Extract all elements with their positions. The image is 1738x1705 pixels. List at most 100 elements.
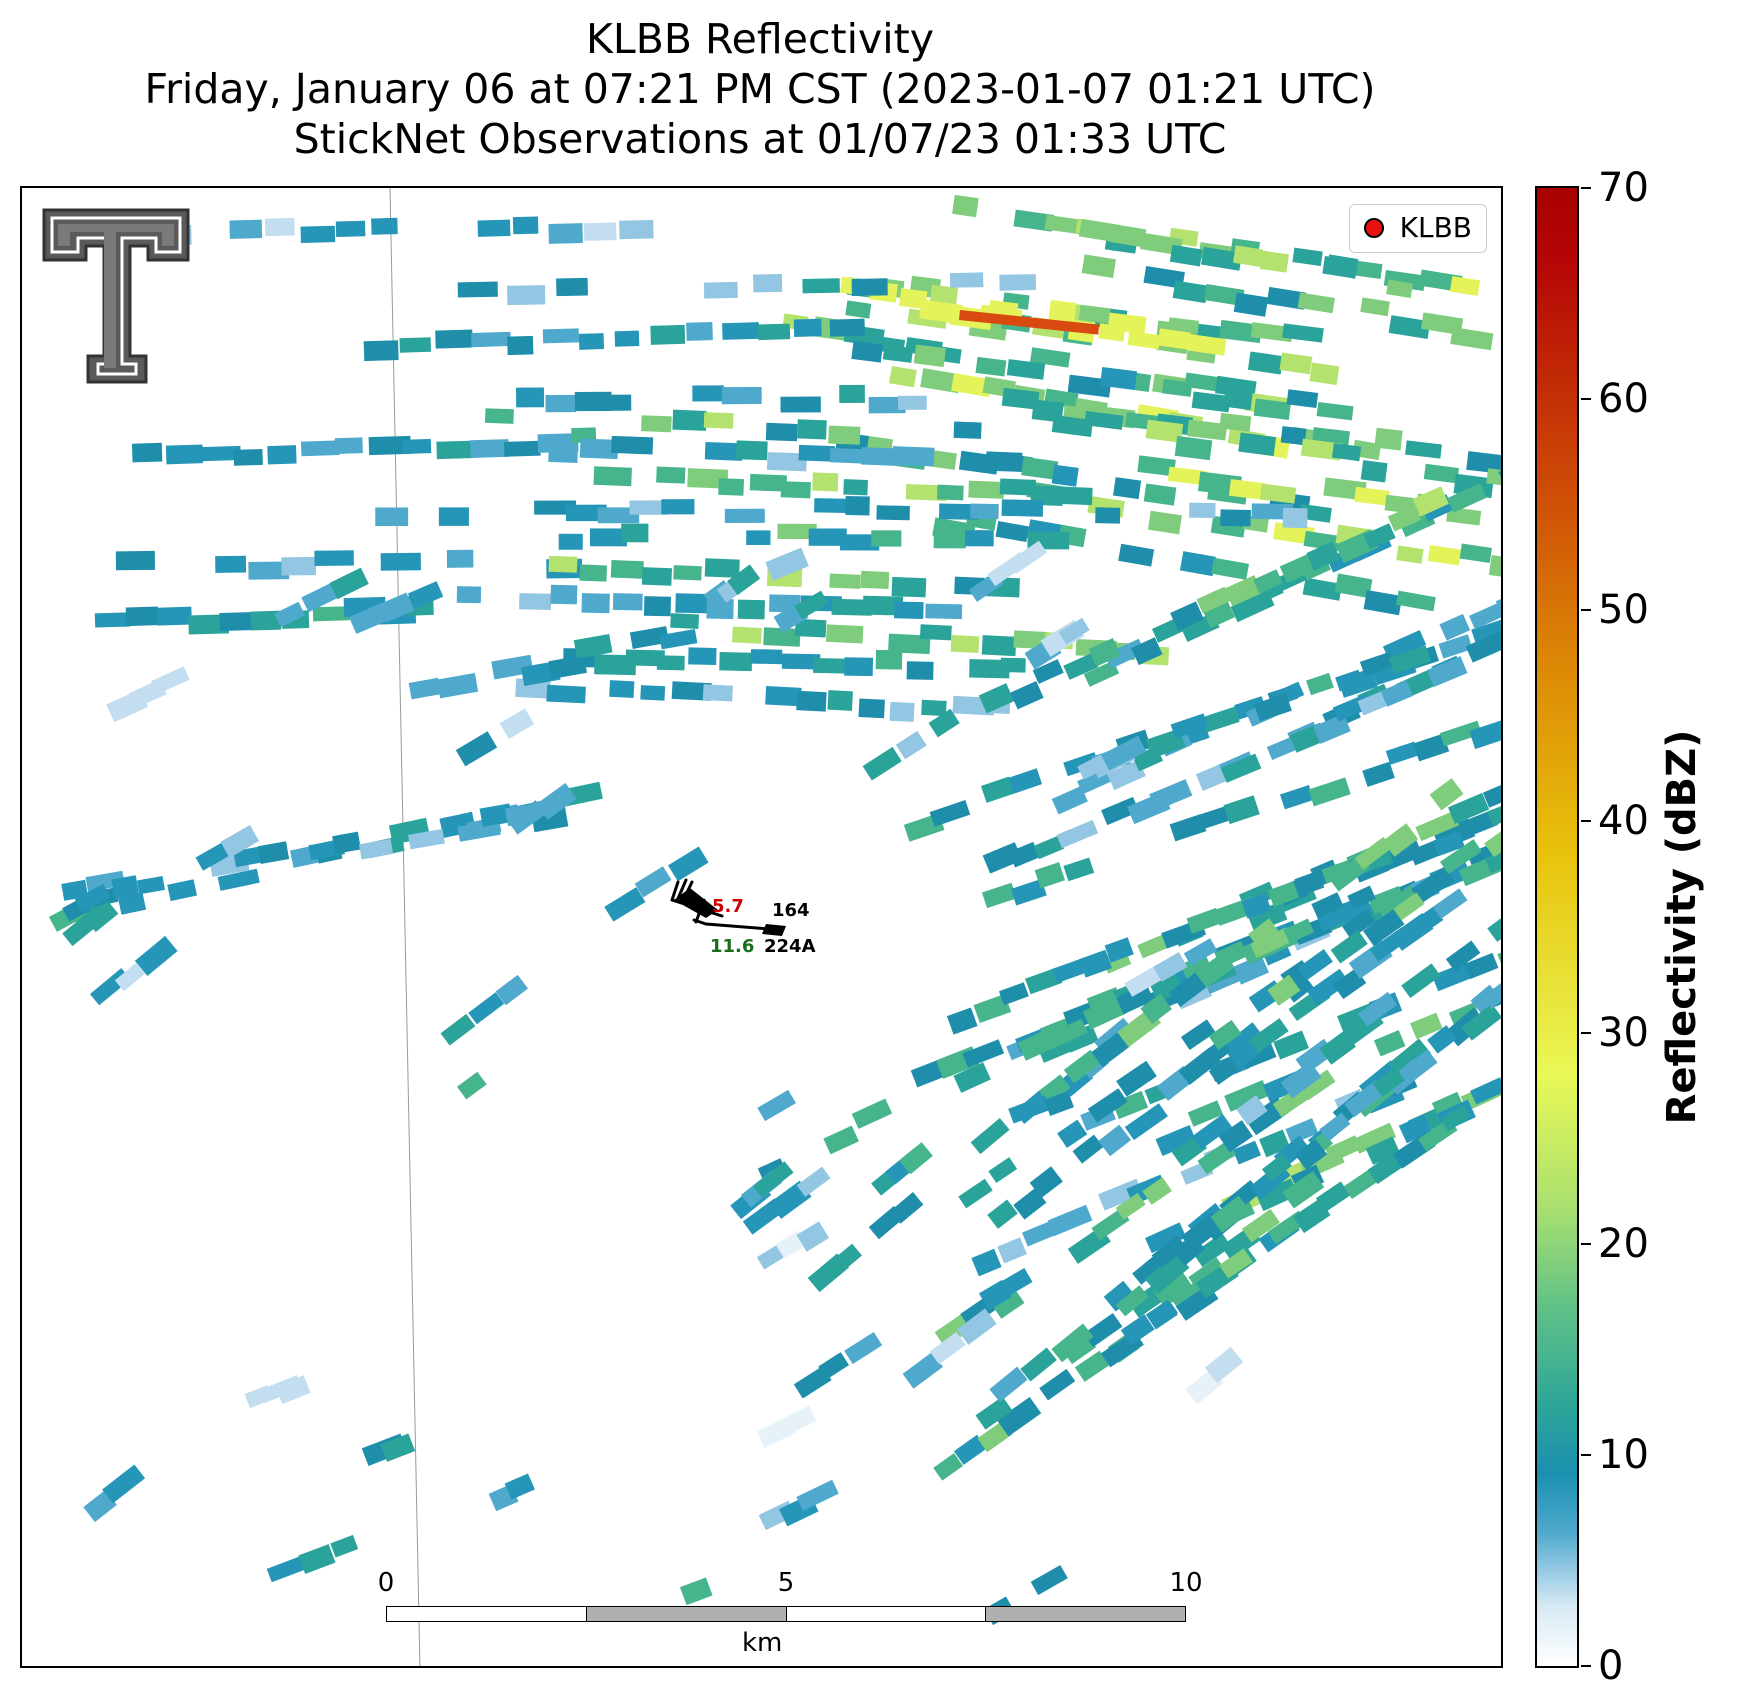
reflectivity-band — [814, 495, 1308, 529]
reflectivity-band — [871, 1142, 933, 1196]
reflectivity-gate — [798, 444, 836, 462]
reflectivity-gate — [1181, 1212, 1225, 1252]
reflectivity-gate — [1137, 455, 1176, 477]
reflectivity-gate — [1426, 656, 1468, 688]
reflectivity-gate — [1008, 841, 1040, 868]
reflectivity-gate — [997, 1237, 1027, 1264]
reflectivity-gate — [1170, 713, 1209, 739]
reflectivity-gate — [1038, 1074, 1071, 1105]
reflectivity-gate — [298, 1544, 336, 1574]
reflectivity-gate — [936, 484, 964, 501]
reflectivity-band — [48, 883, 111, 932]
station-164-id: 164 — [772, 900, 810, 921]
reflectivity-gate — [1112, 1090, 1149, 1120]
reflectivity-gate — [756, 1416, 797, 1448]
reflectivity-gate — [952, 194, 979, 218]
reflectivity-gate — [1412, 486, 1449, 517]
reflectivity-gate — [558, 533, 583, 550]
reflectivity-gate — [1354, 486, 1390, 506]
reflectivity-gate — [1315, 1181, 1351, 1213]
reflectivity-gate — [199, 445, 241, 462]
reflectivity-gate — [1380, 680, 1413, 707]
reflectivity-gate — [765, 422, 798, 442]
reflectivity-band — [1024, 617, 1090, 670]
reflectivity-band — [456, 1071, 487, 1100]
reflectivity-gate — [1374, 427, 1403, 451]
reflectivity-gate — [1013, 1188, 1047, 1220]
reflectivity-gate — [891, 576, 927, 598]
reflectivity-gate — [1396, 545, 1424, 564]
reflectivity-gate — [925, 603, 963, 620]
reflectivity-gate — [1447, 792, 1490, 824]
reflectivity-gate — [1056, 819, 1099, 849]
reflectivity-gate — [1161, 378, 1193, 397]
reflectivity-gate — [1172, 280, 1209, 304]
reflectivity-gate — [499, 708, 535, 740]
reflectivity-gate — [1413, 733, 1450, 762]
reflectivity-gate — [1484, 821, 1501, 858]
scale-unit-label: km — [742, 1628, 783, 1658]
reflectivity-gate — [687, 468, 729, 489]
reflectivity-gate — [1145, 1299, 1178, 1330]
reflectivity-gate — [797, 419, 827, 440]
reflectivity-gate — [438, 507, 469, 526]
reflectivity-gate — [1266, 286, 1307, 310]
reflectivity-gate — [1179, 551, 1216, 577]
reflectivity-gate — [1233, 954, 1269, 985]
reflectivity-gate — [1286, 389, 1319, 409]
reflectivity-gate — [1248, 918, 1279, 947]
reflectivity-gate — [899, 288, 928, 310]
reflectivity-gate — [1063, 1049, 1101, 1084]
reflectivity-gate — [1052, 1018, 1088, 1046]
county-boundary-line — [389, 188, 421, 1666]
reflectivity-gate — [102, 1464, 146, 1504]
reflectivity-gate — [752, 1161, 794, 1198]
reflectivity-gate — [673, 565, 702, 581]
reflectivity-gate — [436, 440, 475, 460]
reflectivity-gate — [949, 272, 984, 288]
reflectivity-gate — [1423, 463, 1460, 484]
reflectivity-gate — [763, 627, 801, 647]
reflectivity-gate — [1208, 1019, 1242, 1051]
reflectivity-gate — [1058, 617, 1090, 645]
reflectivity-gate — [827, 690, 853, 711]
reflectivity-gate — [812, 472, 839, 492]
reflectivity-band — [507, 782, 577, 835]
reflectivity-gate — [597, 507, 640, 524]
reflectivity-gate — [1169, 244, 1203, 267]
reflectivity-gate — [1180, 953, 1213, 982]
reflectivity-gate — [808, 528, 847, 546]
reflectivity-gate — [1253, 398, 1291, 421]
reflectivity-gate — [619, 219, 654, 240]
radar-map-panel[interactable]: KLBB 5.7 164 11.6 224A 0 5 10 — [20, 186, 1503, 1668]
reflectivity-gate — [987, 1199, 1018, 1229]
reflectivity-gate — [1387, 504, 1422, 532]
reflectivity-band — [62, 900, 119, 947]
reflectivity-gate — [1386, 279, 1414, 299]
reflectivity-gate — [1360, 460, 1388, 483]
reflectivity-band — [115, 549, 583, 580]
station-224a-temp: 11.6 — [710, 936, 755, 957]
reflectivity-gate — [408, 677, 442, 700]
reflectivity-gate — [625, 649, 665, 667]
reflectivity-gate — [1103, 1280, 1136, 1312]
reflectivity-gate — [1261, 1153, 1292, 1182]
reflectivity-gate — [1204, 283, 1245, 307]
reflectivity-gate — [1459, 543, 1493, 564]
reflectivity-gate — [1382, 630, 1427, 662]
colorbar-tick-label: 20 — [1598, 1220, 1649, 1267]
reflectivity-band — [773, 590, 829, 633]
reflectivity-gate — [679, 1577, 713, 1606]
reflectivity-gate — [1029, 1166, 1063, 1199]
reflectivity-gate — [611, 435, 654, 455]
reflectivity-gate — [953, 1434, 987, 1465]
reflectivity-gate — [1342, 909, 1376, 939]
reflectivity-band — [195, 825, 260, 871]
reflectivity-gate — [1410, 1012, 1443, 1040]
colorbar-tick-label: 50 — [1598, 587, 1649, 634]
reflectivity-gate — [1032, 659, 1064, 684]
reflectivity-gate — [829, 573, 861, 589]
colorbar-tick-label: 0 — [1598, 1643, 1624, 1689]
reflectivity-gate — [257, 841, 290, 865]
reflectivity-gate — [1224, 575, 1263, 607]
